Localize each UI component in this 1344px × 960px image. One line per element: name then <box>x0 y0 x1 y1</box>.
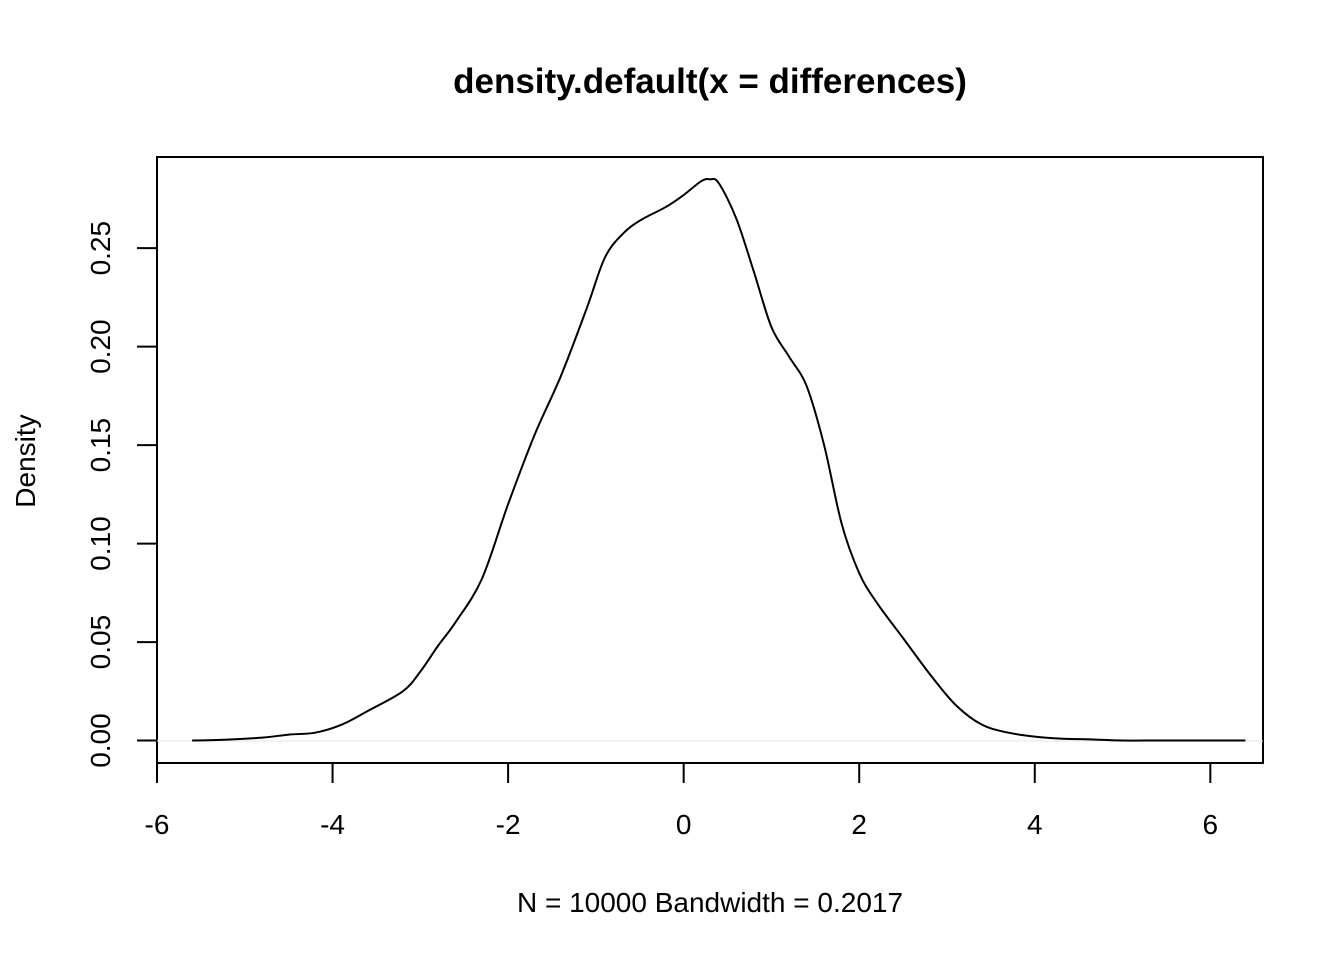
x-tick-label: 2 <box>851 809 867 840</box>
x-tick-label: 4 <box>1027 809 1043 840</box>
y-tick-label: 0.10 <box>85 516 116 571</box>
x-axis-label: N = 10000 Bandwidth = 0.2017 <box>517 887 903 918</box>
y-tick-label: 0.25 <box>85 221 116 276</box>
x-tick-label: 0 <box>676 809 692 840</box>
x-tick-label: -2 <box>496 809 521 840</box>
y-tick-label: 0.15 <box>85 418 116 473</box>
y-axis-label: Density <box>10 414 41 507</box>
y-tick-label: 0.00 <box>85 713 116 768</box>
x-tick-label: -6 <box>145 809 170 840</box>
plot-frame <box>156 156 1264 764</box>
y-tick-label: 0.20 <box>85 319 116 374</box>
density-curve <box>192 177 1246 742</box>
y-axis: 0.00 0.05 0.10 0.15 0.20 0.25 <box>85 221 158 768</box>
y-tick-label: 0.05 <box>85 615 116 670</box>
x-tick-label: -4 <box>320 809 345 840</box>
x-tick-label: 6 <box>1203 809 1219 840</box>
chart-title: density.default(x = differences) <box>453 62 967 101</box>
x-axis: -6 -4 -2 0 2 4 6 <box>145 762 1219 840</box>
